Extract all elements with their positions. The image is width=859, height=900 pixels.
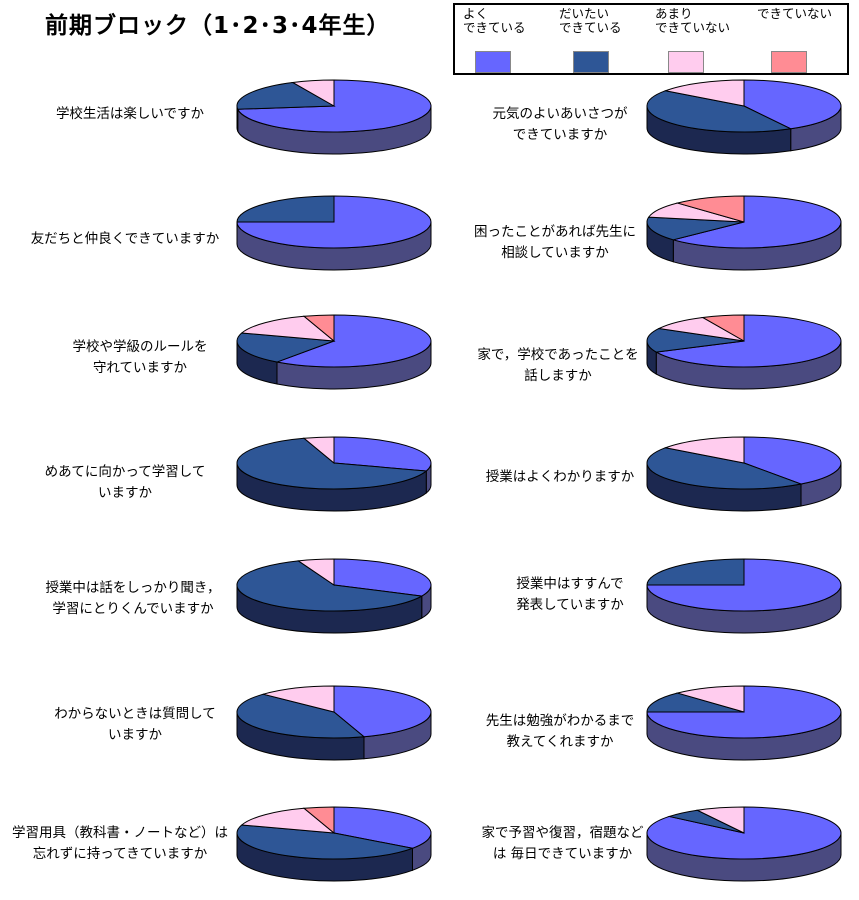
legend-label: できていない (757, 6, 833, 21)
legend-swatch (573, 51, 609, 73)
pie-slice (302, 806, 335, 835)
legend-label: あまり できていない (655, 6, 731, 35)
legend: よく できている だいたい できている あまり できていない できていない (453, 3, 849, 75)
pie-slice (333, 685, 432, 738)
pie-slice (663, 436, 745, 464)
legend-item: あまり できていない (655, 7, 755, 37)
pie-chart (236, 314, 432, 390)
pie-slice (646, 327, 745, 353)
pie-slice (671, 195, 842, 249)
pie-slice (646, 447, 803, 490)
pie-slice (333, 436, 432, 472)
pie-slice (695, 806, 745, 834)
pie-slice (743, 79, 842, 130)
question-label: めあてに向かって学習して いますか (44, 464, 206, 501)
pie-slice (261, 685, 335, 713)
pie-slice (646, 558, 745, 586)
pie-slice (646, 216, 745, 241)
question-label: 授業中はすすんで 発表していますか (516, 576, 624, 613)
pie-slice (646, 685, 842, 739)
question-label: 学校生活は楽しいですか (55, 106, 205, 122)
legend-swatch (475, 51, 511, 73)
legend-item: だいたい できている (559, 7, 659, 37)
pie-slice (236, 437, 428, 490)
pie-slice (302, 314, 335, 343)
question-label: 友だちと仲良くできていますか (30, 231, 220, 247)
legend-item: できていない (757, 7, 857, 37)
pie-chart (236, 806, 432, 882)
legend-swatch (771, 51, 807, 73)
legend-label: だいたい できている (559, 6, 622, 35)
legend-label: よく できている (463, 6, 526, 35)
pie-slice (654, 314, 842, 368)
pie-slice (302, 436, 335, 465)
pie-slice (646, 558, 842, 612)
pie-slice (333, 558, 432, 597)
question-label: わからないときは質問して いますか (54, 706, 216, 743)
pie-chart (646, 314, 842, 390)
question-label: 元気のよいあいさつが できていますか (492, 106, 628, 143)
pie-slice (675, 685, 745, 713)
pie-slice (275, 314, 432, 368)
pie-chart (646, 436, 842, 512)
pie-slice (291, 79, 335, 107)
pie-chart (236, 436, 432, 512)
pie-slice (333, 806, 432, 849)
pie-slice (236, 824, 415, 860)
pie-chart (646, 685, 842, 761)
pie-chart (236, 79, 432, 155)
pie-chart (646, 79, 842, 155)
question-label: 先生は勉強がわかるまで 教えてくれますか (485, 713, 635, 750)
pie-chart (236, 195, 432, 271)
pie-slice (236, 195, 432, 249)
pie-slice (236, 560, 424, 612)
question-label: 学校や学級のルールを 守れていますか (72, 339, 208, 376)
question-label: 学習用具（教科書・ノートなど）は 忘れずに持ってきていますか (12, 825, 228, 862)
pie-slice (743, 436, 842, 485)
pie-chart (646, 558, 842, 634)
legend-item: よく できている (463, 7, 563, 37)
pie-slice (701, 314, 745, 342)
page-title: 前期ブロック（1･2･3･4年生） (45, 13, 391, 39)
pie-chart (236, 685, 432, 761)
question-label: 授業中は話をしっかり聞き， 学習にとりくんでいますか (45, 580, 221, 617)
pie-chart (646, 806, 842, 882)
pie-chart (236, 558, 432, 634)
pie-slice (646, 692, 745, 713)
pie-slice (236, 693, 366, 739)
legend-swatch (668, 51, 704, 73)
question-label: 授業はよくわかりますか (485, 469, 635, 485)
question-label: 家で，学校であったことを 話しますか (477, 347, 639, 384)
pie-slice (236, 195, 335, 223)
question-label: 困ったことがあれば先生に 相談していますか (474, 224, 636, 261)
pie-chart (646, 195, 842, 271)
question-label: 家で予習や復習，宿題など は 毎日できていますか (481, 825, 644, 862)
pie-slice (663, 79, 745, 107)
pie-slice (236, 81, 336, 110)
pie-slice (236, 332, 335, 363)
pie-slice (296, 558, 335, 586)
pie-slice (675, 195, 745, 223)
pie-slice (646, 90, 793, 133)
